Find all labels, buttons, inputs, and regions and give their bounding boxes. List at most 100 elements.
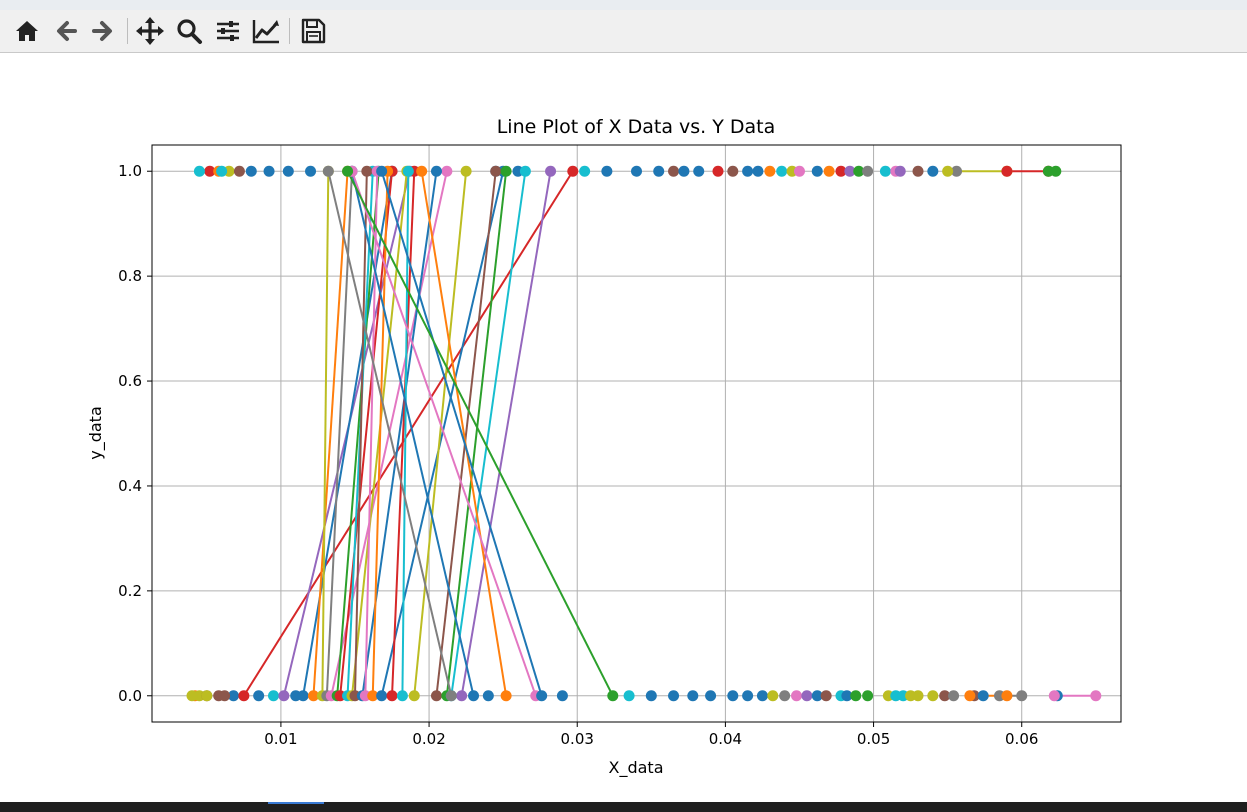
series-line bbox=[351, 170, 537, 697]
data-point bbox=[764, 165, 776, 177]
back-button[interactable] bbox=[49, 14, 83, 48]
data-point bbox=[668, 165, 680, 177]
series-line bbox=[450, 171, 527, 696]
data-point bbox=[322, 165, 334, 177]
data-point bbox=[416, 165, 428, 177]
series-line bbox=[364, 171, 379, 696]
data-point bbox=[862, 165, 874, 177]
taskbar-accent bbox=[268, 802, 324, 804]
data-point bbox=[850, 690, 862, 702]
zoom-button[interactable] bbox=[172, 14, 206, 48]
data-point bbox=[853, 165, 865, 177]
series-line bbox=[380, 171, 505, 696]
data-point bbox=[942, 165, 954, 177]
data-point bbox=[308, 690, 319, 702]
data-point bbox=[939, 690, 951, 702]
data-point bbox=[601, 165, 613, 177]
x-tick-label: 0.01 bbox=[264, 730, 297, 748]
data-point bbox=[823, 165, 835, 177]
data-point bbox=[862, 690, 874, 702]
y-axis-label: y_data bbox=[86, 406, 106, 460]
home-button[interactable] bbox=[10, 14, 44, 48]
data-point bbox=[607, 690, 619, 702]
data-point bbox=[678, 165, 690, 177]
y-tick-label: 0.6 bbox=[118, 372, 142, 390]
data-point bbox=[201, 690, 213, 702]
data-point bbox=[668, 690, 680, 702]
data-point bbox=[841, 690, 853, 702]
data-point bbox=[402, 165, 414, 177]
data-point bbox=[793, 165, 805, 177]
data-point bbox=[712, 165, 724, 177]
taskbar-strip bbox=[0, 802, 1247, 812]
configure-subplots-button[interactable] bbox=[211, 14, 245, 48]
data-point bbox=[567, 165, 579, 177]
data-point bbox=[977, 690, 989, 702]
data-point bbox=[233, 165, 245, 177]
data-point bbox=[752, 165, 764, 177]
data-point bbox=[430, 690, 442, 702]
data-point bbox=[844, 165, 856, 177]
data-point bbox=[297, 690, 309, 702]
data-point bbox=[386, 690, 398, 702]
move-icon bbox=[136, 17, 164, 45]
series-line bbox=[243, 170, 574, 697]
plot-area bbox=[186, 165, 1102, 702]
data-point bbox=[835, 165, 847, 177]
series-line bbox=[312, 171, 349, 696]
data-point bbox=[219, 690, 231, 702]
data-point bbox=[894, 165, 906, 177]
y-tick-label: 0.0 bbox=[118, 687, 142, 705]
save-button[interactable] bbox=[296, 14, 330, 48]
series-line bbox=[391, 171, 416, 696]
data-point bbox=[376, 165, 388, 177]
chart-title: Line Plot of X Data vs. Y Data bbox=[497, 116, 776, 138]
figure-canvas[interactable]: 0.01 0.02 0.03 0.04 0.05 0.06 0.0 0.2 0.4 0.6 0.8… bbox=[0, 53, 1247, 802]
data-point bbox=[927, 165, 939, 177]
x-tick-label: 0.03 bbox=[561, 730, 594, 748]
data-point bbox=[245, 165, 257, 177]
data-point bbox=[879, 165, 891, 177]
navigation-toolbar bbox=[0, 10, 1247, 53]
data-point bbox=[408, 690, 420, 702]
data-point bbox=[456, 690, 468, 702]
x-tick-label: 0.05 bbox=[857, 730, 890, 748]
series-line bbox=[302, 171, 394, 696]
data-point bbox=[227, 690, 239, 702]
data-point bbox=[727, 165, 739, 177]
toolbar-separator bbox=[289, 18, 290, 44]
data-point bbox=[912, 690, 924, 702]
figure-background bbox=[0, 53, 1247, 802]
data-point bbox=[490, 165, 502, 177]
sliders-icon bbox=[217, 21, 239, 41]
series-line bbox=[445, 171, 508, 696]
data-point bbox=[204, 165, 216, 177]
data-point bbox=[396, 690, 408, 702]
data-point bbox=[623, 690, 635, 702]
data-point bbox=[186, 690, 198, 702]
arrow-right-icon bbox=[92, 21, 112, 41]
data-point bbox=[811, 690, 823, 702]
pan-button[interactable] bbox=[133, 14, 167, 48]
x-tick-label: 0.06 bbox=[1005, 730, 1038, 748]
x-tick-label: 0.04 bbox=[709, 730, 742, 748]
data-point bbox=[468, 690, 480, 702]
data-point bbox=[653, 165, 665, 177]
data-point bbox=[727, 690, 739, 702]
series-line bbox=[380, 170, 543, 697]
data-point bbox=[579, 165, 591, 177]
data-point bbox=[216, 165, 228, 177]
series-line bbox=[435, 171, 497, 696]
data-point bbox=[1001, 165, 1013, 177]
series-line bbox=[460, 171, 552, 696]
data-point bbox=[238, 690, 250, 702]
floppy-disk-icon bbox=[301, 18, 326, 44]
edit-axis-button[interactable] bbox=[249, 14, 283, 48]
line-chart: 0.01 0.02 0.03 0.04 0.05 0.06 0.0 0.2 0.4 0.6 0.8… bbox=[0, 53, 1247, 802]
data-point bbox=[263, 165, 275, 177]
series-line bbox=[371, 171, 389, 696]
forward-button[interactable] bbox=[86, 14, 120, 48]
data-point bbox=[460, 165, 472, 177]
data-point bbox=[1016, 690, 1028, 702]
data-point bbox=[367, 690, 379, 702]
